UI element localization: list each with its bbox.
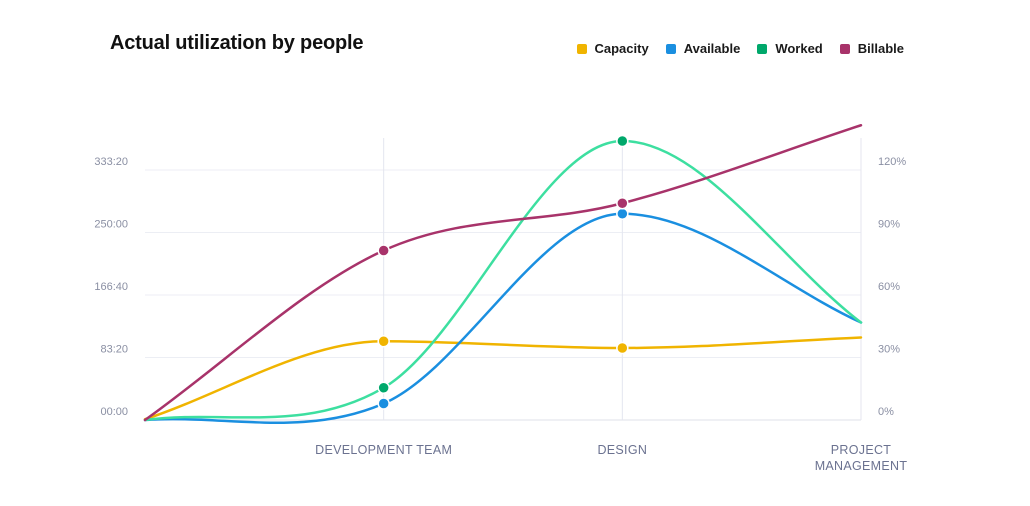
data-point-available bbox=[377, 397, 390, 410]
y-axis-right-tick-label: 60% bbox=[878, 281, 900, 293]
legend-item-capacity[interactable]: Capacity bbox=[576, 41, 649, 56]
y-axis-left-tick-label: 333:20 bbox=[94, 156, 128, 168]
x-axis-category-label: PROJECT MANAGEMENT bbox=[815, 443, 908, 473]
y-axis-right-tick-label: 120% bbox=[878, 156, 906, 168]
data-point-billable bbox=[616, 197, 629, 210]
y-axis-right-tick-label: 30% bbox=[878, 344, 900, 356]
series-line-billable bbox=[143, 124, 863, 422]
data-point-capacity bbox=[616, 341, 629, 355]
data-point-worked bbox=[616, 134, 629, 148]
legend-swatch bbox=[757, 43, 768, 54]
data-point-billable bbox=[377, 244, 390, 257]
legend-swatch bbox=[576, 43, 587, 54]
chart-title: Actual utilization by people bbox=[110, 32, 364, 54]
legend-label: Billable bbox=[857, 41, 904, 56]
legend-item-worked[interactable]: Worked bbox=[757, 41, 823, 56]
y-axis-left-tick-label: 83:20 bbox=[100, 344, 128, 356]
x-axis-category-label: DEVELOPMENT TEAM bbox=[315, 443, 452, 457]
legend-item-available[interactable]: Available bbox=[665, 41, 741, 56]
data-point-worked bbox=[377, 381, 390, 394]
data-point-available bbox=[616, 207, 629, 220]
y-axis-left-tick-label: 250:00 bbox=[94, 219, 128, 231]
legend-item-billable[interactable]: Billable bbox=[839, 41, 904, 56]
chart-legend: Capacity Available Worked Billable bbox=[576, 41, 904, 56]
legend-label: Worked bbox=[775, 41, 823, 56]
legend-swatch bbox=[839, 43, 850, 54]
y-axis-left-tick-label: 00:00 bbox=[100, 406, 128, 418]
y-axis-right-tick-label: 0% bbox=[878, 406, 894, 418]
y-axis-left-tick-label: 166:40 bbox=[94, 281, 128, 293]
series-line-capacity bbox=[143, 336, 863, 421]
legend-label: Capacity bbox=[594, 41, 649, 56]
series-line-worked bbox=[143, 139, 863, 422]
legend-swatch bbox=[665, 43, 676, 54]
legend-label: Available bbox=[683, 41, 741, 56]
series-line-available bbox=[143, 212, 863, 424]
data-point-capacity bbox=[377, 335, 390, 348]
x-axis-category-label: DESIGN bbox=[597, 443, 647, 457]
y-axis-right-tick-label: 90% bbox=[878, 219, 900, 231]
